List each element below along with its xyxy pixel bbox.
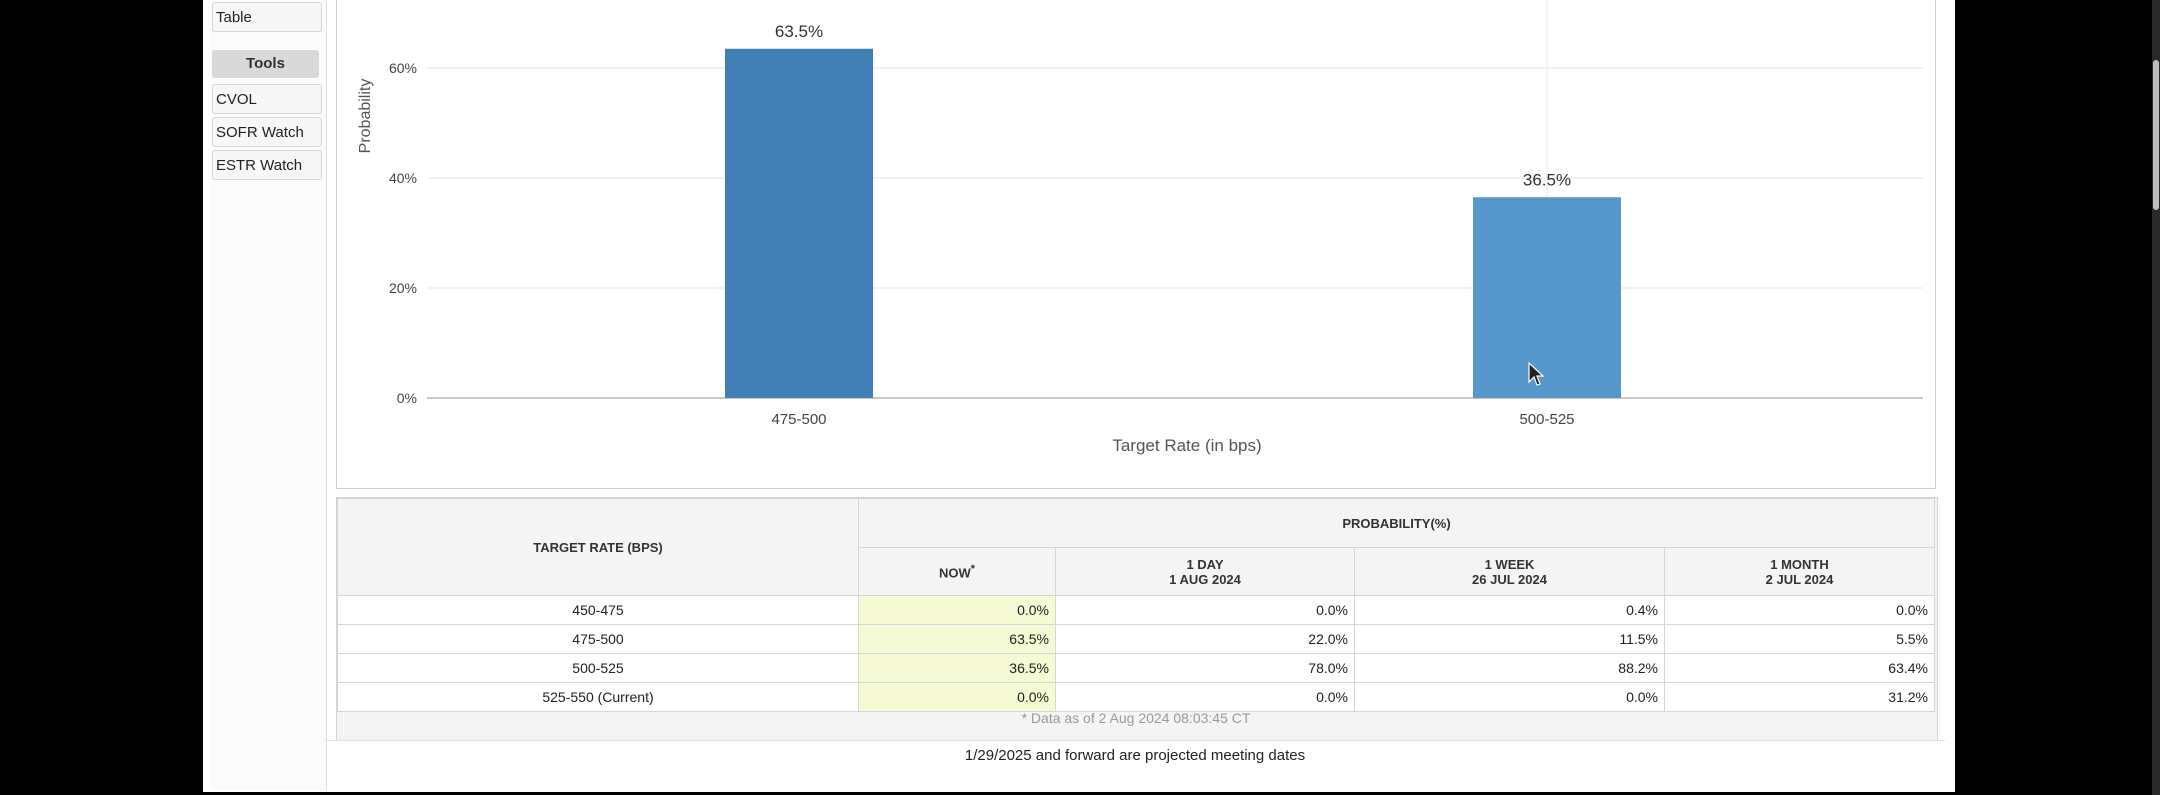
value-cell: 0.0% (1055, 682, 1355, 712)
y-tick-label: 60% (389, 60, 417, 76)
y-axis-title: Probability (357, 79, 374, 154)
table-row: 450-475 0.0% 0.0% 0.4% 0.0% (337, 595, 1935, 625)
value-cell: 11.5% (1354, 624, 1665, 654)
probability-header: PROBABILITY(%) (858, 498, 1935, 548)
value-cell-now: 0.0% (858, 595, 1056, 625)
column-label-now: NOW (939, 565, 971, 581)
column-header-1-day: 1 DAY 1 AUG 2024 (1055, 547, 1355, 596)
column-header-1-month: 1 MONTH 2 JUL 2024 (1664, 547, 1935, 596)
x-tick-label: 475-500 (771, 411, 826, 428)
x-axis-title: Target Rate (in bps) (1112, 436, 1261, 455)
bar (725, 48, 873, 398)
value-cell-now: 0.0% (858, 682, 1056, 712)
column-date-1-week: 26 JUL 2024 (1472, 571, 1547, 587)
bar (1473, 197, 1621, 398)
scrollbar-thumb[interactable] (2153, 60, 2159, 210)
x-tick-label: 500-525 (1519, 411, 1574, 428)
table-row: 525-550 (Current) 0.0% 0.0% 0.0% 31.2% (337, 682, 1935, 712)
value-cell: 0.0% (1055, 595, 1355, 625)
data-as-of-note: * Data as of 2 Aug 2024 08:03:45 CT (1021, 710, 1251, 726)
y-tick-label: 0% (397, 390, 417, 406)
target-rate-header: TARGET RATE (BPS) (337, 498, 859, 596)
column-label-1-day: 1 DAY (1186, 556, 1224, 572)
rate-cell: 450-475 (337, 595, 859, 625)
y-tick-label: 40% (389, 170, 417, 186)
page-scrollbar[interactable] (2152, 0, 2160, 795)
value-cell: 0.0% (1354, 682, 1665, 712)
value-cell: 63.4% (1664, 653, 1935, 683)
sidebar-item-cvol[interactable]: CVOL (212, 84, 322, 114)
value-cell-now: 36.5% (858, 653, 1056, 683)
value-cell: 31.2% (1664, 682, 1935, 712)
probability-bar-chart: 0% 20% 40% 60% 63.5% 475-500 36.5% 500-525 Targe… (357, 0, 1923, 455)
value-cell-now: 63.5% (858, 624, 1056, 654)
rate-cell: 475-500 (337, 624, 859, 654)
value-cell: 22.0% (1055, 624, 1355, 654)
bar-value-label: 36.5% (1523, 170, 1571, 189)
probability-table: TARGET RATE (BPS) PROBABILITY(%) NOW* 1 … (337, 498, 1935, 712)
value-cell: 0.4% (1354, 595, 1665, 625)
probability-table-panel: TARGET RATE (BPS) PROBABILITY(%) NOW* 1 … (336, 497, 1938, 741)
chart-panel: 0% 20% 40% 60% 63.5% 475-500 36.5% 500-525 Targe… (336, 0, 1936, 489)
sidebar-item-table[interactable]: Table (212, 2, 322, 32)
sidebar-item-estr-watch[interactable]: ESTR Watch (212, 150, 322, 180)
value-cell: 88.2% (1354, 653, 1665, 683)
sidebar-item-sofr-watch[interactable]: SOFR Watch (212, 117, 322, 147)
column-date-1-day: 1 AUG 2024 (1169, 571, 1241, 587)
column-header-1-week: 1 WEEK 26 JUL 2024 (1354, 547, 1665, 596)
value-cell: 0.0% (1664, 595, 1935, 625)
mouse-cursor-icon (1528, 362, 1545, 386)
rate-cell: 500-525 (337, 653, 859, 683)
y-tick-label: 20% (389, 280, 417, 296)
value-cell: 78.0% (1055, 653, 1355, 683)
column-footnote-mark: * (970, 562, 975, 575)
value-cell: 5.5% (1664, 624, 1935, 654)
column-label-1-month: 1 MONTH (1770, 556, 1829, 572)
bar-value-label: 63.5% (775, 22, 823, 41)
column-label-1-week: 1 WEEK (1484, 556, 1535, 572)
projected-dates-note: 1/29/2025 and forward are projected meet… (325, 740, 1945, 771)
column-date-1-month: 2 JUL 2024 (1765, 571, 1834, 587)
tools-heading: Tools (212, 50, 319, 78)
table-row: 475-500 63.5% 22.0% 11.5% 5.5% (337, 624, 1935, 654)
rate-cell: 525-550 (Current) (337, 682, 859, 712)
column-header-now: NOW* (858, 547, 1056, 596)
table-row: 500-525 36.5% 78.0% 88.2% 63.4% (337, 653, 1935, 683)
